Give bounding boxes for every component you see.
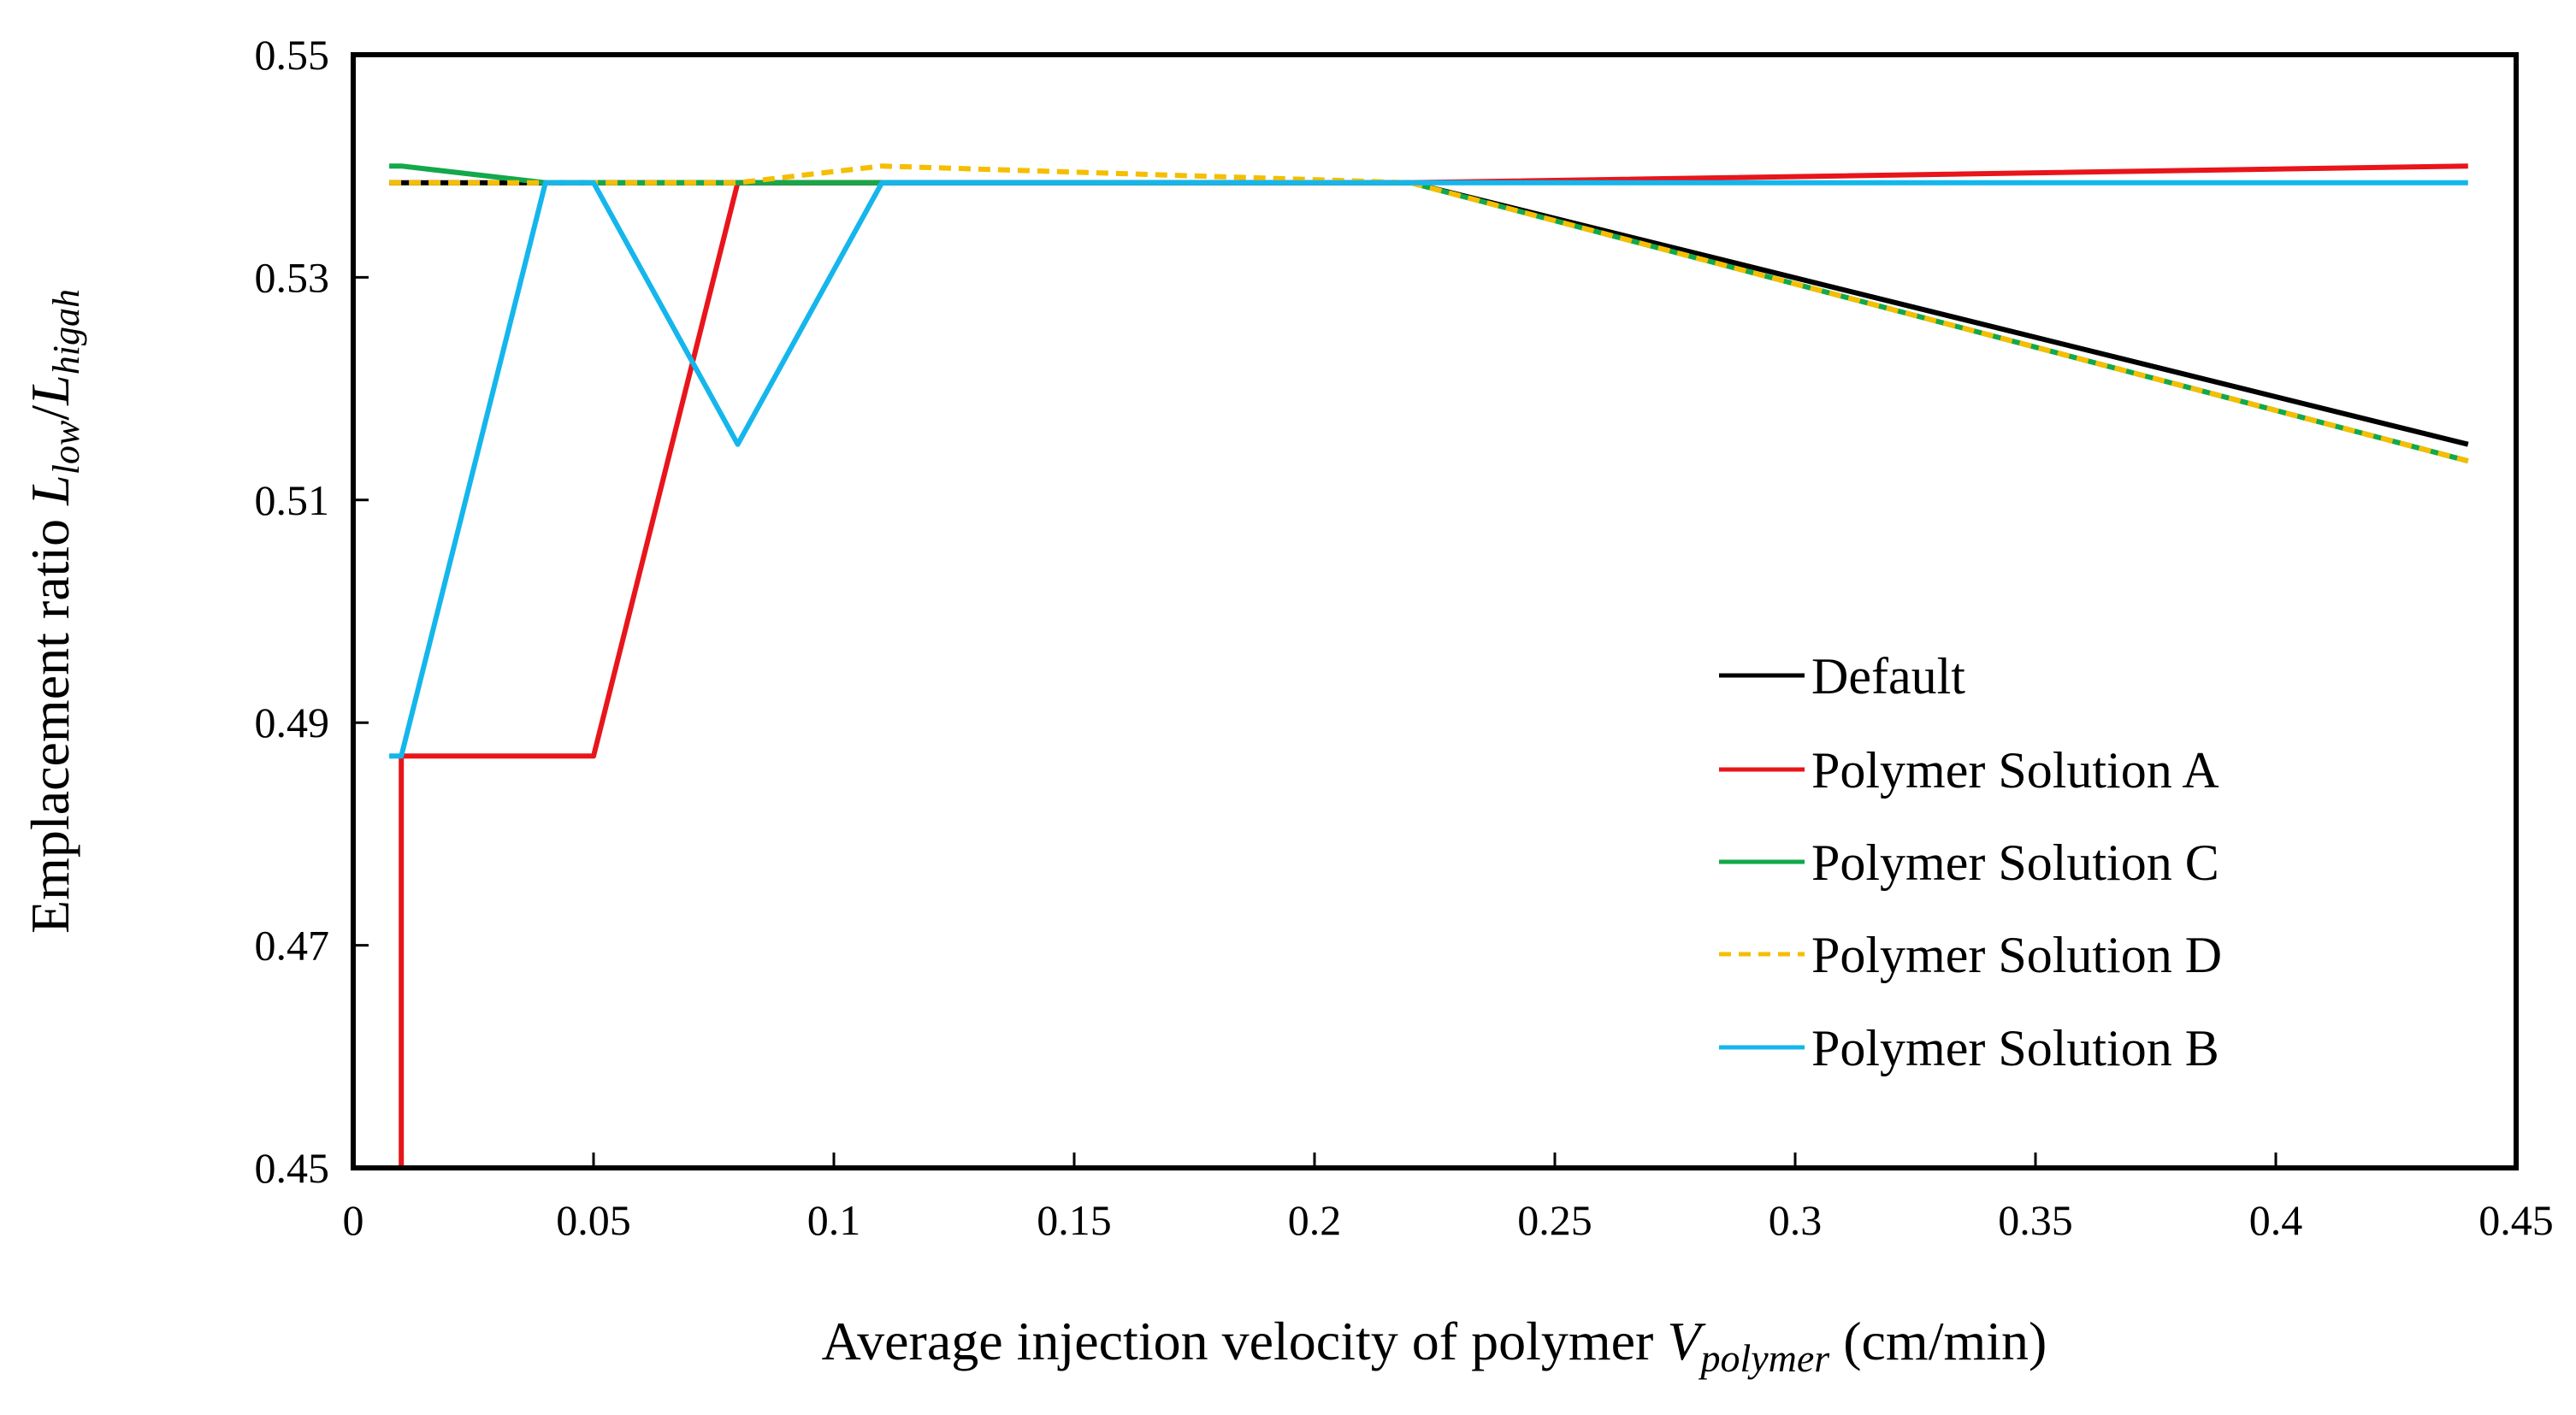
series-line-polymer-solution-d (389, 163, 2469, 464)
plot-frame (351, 52, 2519, 1170)
y-axis-title-num-sub: low (45, 420, 87, 475)
x-tick-label-7: 0.35 (1998, 1196, 2073, 1244)
series-layer (389, 163, 2469, 1168)
y-axis-title-prefix: Emplacement ratio (20, 505, 80, 934)
y-tick-label-2: 0.49 (255, 699, 330, 746)
legend-item-1: Polymer Solution A (1719, 742, 2219, 799)
legend: Default Polymer Solution A Polymer Solut… (1719, 648, 2222, 1076)
y-axis-title-num-var: L (20, 475, 80, 506)
plot-area (389, 163, 2469, 1168)
x-axis-title-prefix: Average injection velocity of polymer (822, 1311, 1668, 1371)
y-axis-title-slash: / (20, 405, 80, 421)
x-tick-label-0: 0 (343, 1196, 364, 1244)
x-axis-title: Average injection velocity of polymer Vp… (822, 1311, 2047, 1380)
x-tick-label-1: 0.05 (556, 1196, 631, 1244)
y-axis-title: Emplacement ratio Llow/Lhigah (20, 289, 87, 934)
x-tick-label-9: 0.45 (2479, 1196, 2554, 1244)
y-tick-label-0: 0.45 (255, 1144, 330, 1192)
legend-label-0: Default (1811, 648, 1965, 705)
tick-labels-layer: 0 0.05 0.1 0.15 0.2 0.25 0.3 0.35 0.4 0.45 0.45 0.4… (255, 31, 2554, 1244)
legend-item-2: Polymer Solution C (1719, 834, 2219, 891)
y-tick-label-5: 0.55 (255, 31, 330, 79)
legend-label-2: Polymer Solution C (1811, 834, 2219, 891)
legend-item-3: Polymer Solution D (1719, 927, 2222, 983)
legend-label-4: Polymer Solution B (1811, 1020, 2219, 1076)
legend-label-1: Polymer Solution A (1811, 742, 2219, 799)
series-line-polymer-solution-b (389, 180, 2468, 759)
y-axis-title-den-sub: higah (45, 289, 87, 374)
y-tick-label-4: 0.53 (255, 253, 330, 301)
x-axis-title-var: V (1667, 1311, 1706, 1371)
x-tick-label-2: 0.1 (807, 1196, 861, 1244)
x-tick-label-6: 0.3 (1769, 1196, 1823, 1244)
x-tick-label-4: 0.2 (1288, 1196, 1342, 1244)
x-axis-title-sub: polymer (1698, 1336, 1830, 1380)
legend-item-4: Polymer Solution B (1719, 1020, 2219, 1076)
x-tick-label-8: 0.4 (2249, 1196, 2303, 1244)
x-tick-label-3: 0.15 (1037, 1196, 1112, 1244)
x-axis-title-suffix: (cm/min) (1829, 1311, 2047, 1371)
legend-label-3: Polymer Solution D (1811, 927, 2222, 983)
ticks-layer (352, 53, 2518, 1170)
y-tick-label-1: 0.47 (255, 922, 330, 970)
y-tick-label-3: 0.51 (255, 476, 330, 524)
legend-item-0: Default (1719, 648, 1965, 705)
x-tick-label-5: 0.25 (1517, 1196, 1592, 1244)
y-axis-title-den-var: L (20, 374, 80, 406)
